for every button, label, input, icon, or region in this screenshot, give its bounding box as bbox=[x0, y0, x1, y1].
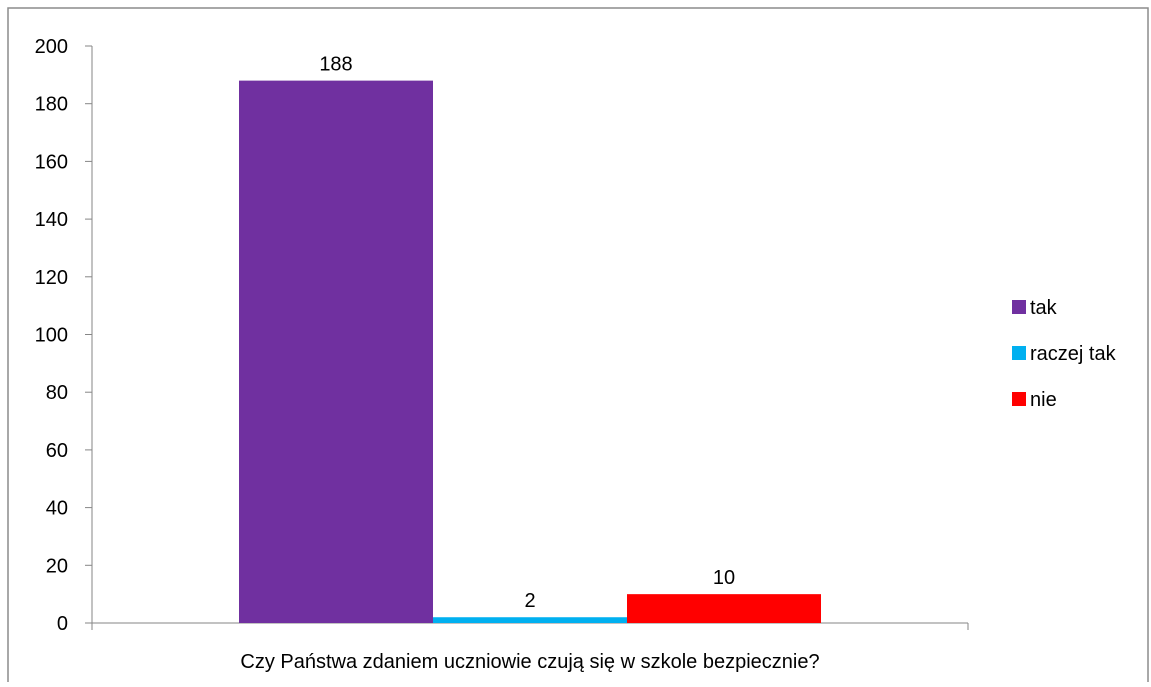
legend-swatch bbox=[1012, 300, 1026, 314]
y-tick-label: 200 bbox=[35, 36, 68, 58]
y-tick-label: 180 bbox=[35, 94, 68, 116]
bar-nie bbox=[627, 594, 821, 623]
data-label: 188 bbox=[319, 54, 352, 76]
data-label: 2 bbox=[524, 590, 535, 612]
legend-label: raczej tak bbox=[1030, 343, 1117, 365]
y-tick-label: 160 bbox=[35, 151, 68, 173]
y-tick-label: 140 bbox=[35, 209, 68, 231]
y-tick-label: 60 bbox=[46, 440, 68, 462]
y-tick-label: 100 bbox=[35, 325, 68, 347]
chart-border bbox=[7, 7, 1149, 687]
data-label: 10 bbox=[713, 567, 735, 589]
data-labels-group: 188 2 10 bbox=[319, 54, 735, 613]
y-tick-label: 40 bbox=[46, 498, 68, 520]
legend-label: nie bbox=[1030, 389, 1057, 411]
legend: tak raczej tak nie bbox=[1012, 297, 1117, 411]
y-axis-ticks: 0 20 40 60 80 100 120 140 160 180 200 bbox=[35, 36, 92, 635]
bars-group bbox=[239, 80, 821, 624]
bar-tak bbox=[239, 80, 433, 624]
y-tick-label: 80 bbox=[46, 382, 68, 404]
y-tick-label: 20 bbox=[46, 555, 68, 577]
legend-swatch bbox=[1012, 392, 1026, 406]
legend-swatch bbox=[1012, 346, 1026, 360]
y-tick-label: 120 bbox=[35, 267, 68, 289]
y-tick-label: 0 bbox=[57, 613, 68, 635]
legend-label: tak bbox=[1030, 297, 1058, 319]
bar-raczej-tak bbox=[433, 617, 627, 623]
x-axis-label: Czy Państwa zdaniem uczniowie czują się … bbox=[240, 651, 819, 673]
